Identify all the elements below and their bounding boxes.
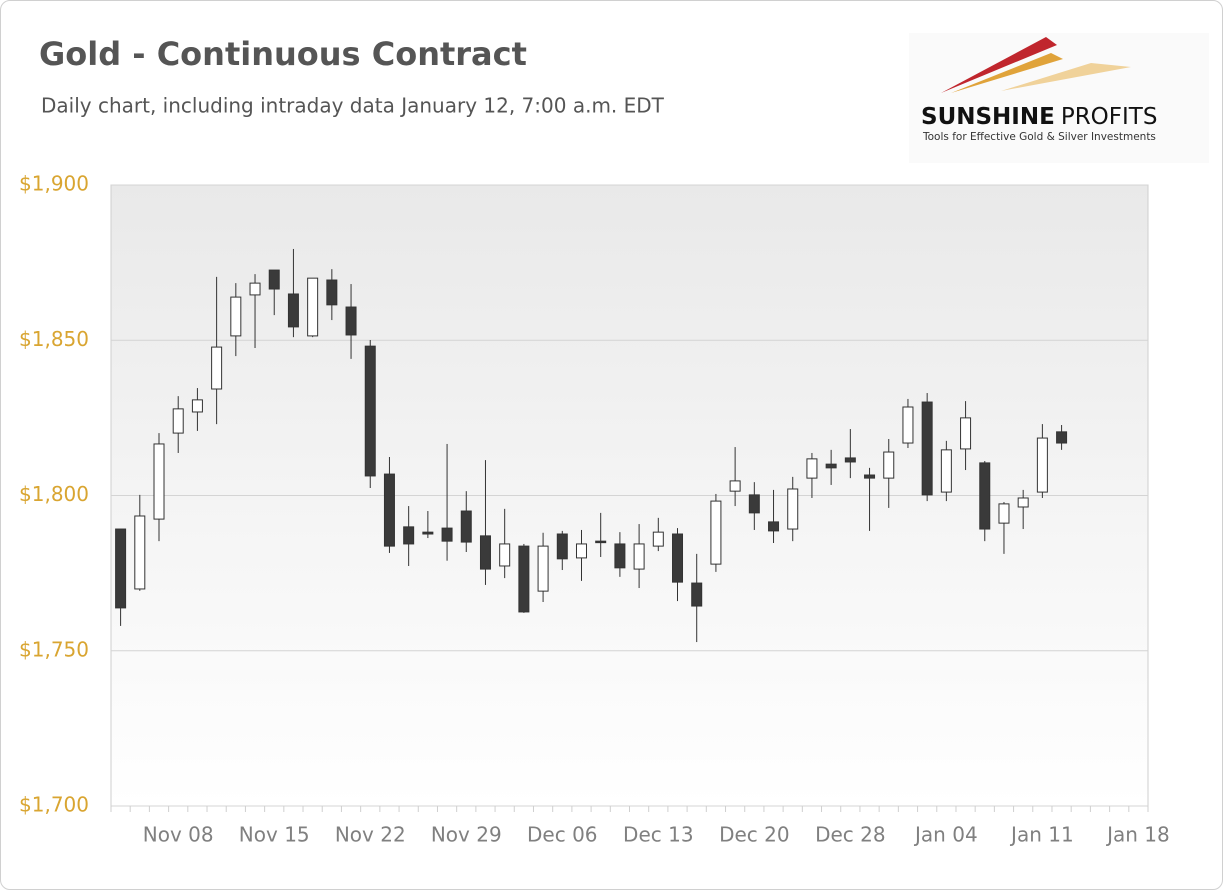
- logo-brand-light: PROFITS: [1061, 104, 1158, 130]
- y-tick-label: $1,750: [19, 637, 89, 661]
- candle-body: [172, 408, 184, 434]
- candle-body: [806, 458, 818, 479]
- x-tick-label: Dec 13: [623, 823, 694, 847]
- candle-body: [211, 346, 223, 390]
- candle-body: [614, 543, 626, 569]
- x-tick-label: Dec 06: [527, 823, 598, 847]
- x-tick-label: Nov 15: [239, 823, 310, 847]
- x-tick-label: Jan 18: [1105, 823, 1170, 847]
- x-tick-label: Nov 29: [431, 823, 502, 847]
- candle-body: [153, 443, 165, 520]
- logo-stripe: [941, 37, 1057, 93]
- candle-body: [633, 543, 645, 570]
- candle-body: [729, 480, 741, 492]
- chart-title: Gold - Continuous Contract: [39, 35, 527, 73]
- x-tick-label: Dec 20: [719, 823, 790, 847]
- y-tick-label: $1,700: [19, 793, 89, 817]
- candle-body: [1056, 431, 1068, 444]
- candle-body: [575, 543, 587, 559]
- candle-body: [268, 269, 280, 290]
- candle-body: [768, 521, 780, 532]
- candle-body: [844, 457, 856, 463]
- candle-body: [921, 401, 933, 496]
- candle-body: [537, 545, 549, 592]
- candle-body: [748, 494, 760, 514]
- candle-body: [383, 473, 395, 547]
- candle-body: [345, 306, 357, 336]
- candle-body: [940, 449, 952, 493]
- logo: SUNSHINE PROFITS Tools for Effective Gold…: [909, 33, 1209, 163]
- candle-body: [191, 399, 203, 413]
- candle-body: [115, 528, 127, 609]
- candle-body: [998, 503, 1010, 524]
- candle-body: [460, 510, 472, 543]
- candle-body: [595, 540, 607, 544]
- y-tick-label: $1,850: [19, 327, 89, 351]
- candle-body: [902, 406, 914, 444]
- candle-body: [230, 296, 242, 337]
- candle-body: [287, 293, 299, 328]
- candle-body: [691, 582, 703, 607]
- candle-body: [422, 531, 434, 535]
- y-tick-label: $1,800: [19, 482, 89, 506]
- logo-stripe: [1001, 63, 1131, 91]
- x-tick-label: Jan 11: [1009, 823, 1074, 847]
- x-tick-label: Dec 28: [815, 823, 886, 847]
- candle-body: [825, 463, 837, 469]
- candle-body: [479, 535, 491, 570]
- candle-body: [787, 488, 799, 530]
- candle-body: [249, 282, 261, 296]
- candle-body: [710, 500, 722, 565]
- candle-body: [441, 527, 453, 542]
- candle-body: [960, 417, 972, 450]
- candle-body: [518, 545, 530, 613]
- chart-subtitle: Daily chart, including intraday data Jan…: [41, 94, 665, 118]
- candle-body: [883, 451, 895, 479]
- candle-body: [1036, 437, 1048, 493]
- candle-body: [652, 531, 664, 547]
- logo-stripe: [951, 53, 1063, 93]
- x-tick-label: Nov 08: [143, 823, 214, 847]
- candle-body: [499, 543, 511, 567]
- candle-body: [307, 277, 319, 337]
- x-tick-label: Nov 22: [335, 823, 406, 847]
- candle-body: [326, 279, 338, 306]
- logo-brand: SUNSHINE PROFITS: [921, 104, 1157, 130]
- y-tick-label: $1,900: [19, 172, 89, 196]
- x-tick-label: Jan 04: [913, 823, 978, 847]
- candle-body: [979, 462, 991, 530]
- candle-body: [864, 474, 876, 479]
- candle-body: [1017, 497, 1029, 508]
- logo-bg: [909, 33, 1209, 163]
- candle-body: [134, 515, 146, 590]
- candle-body: [364, 345, 376, 477]
- candle-body: [403, 526, 415, 545]
- candle-body: [556, 533, 568, 560]
- candle-body: [672, 533, 684, 583]
- logo-brand-bold: SUNSHINE: [921, 104, 1055, 130]
- logo-tagline: Tools for Effective Gold & Silver Invest…: [922, 131, 1156, 143]
